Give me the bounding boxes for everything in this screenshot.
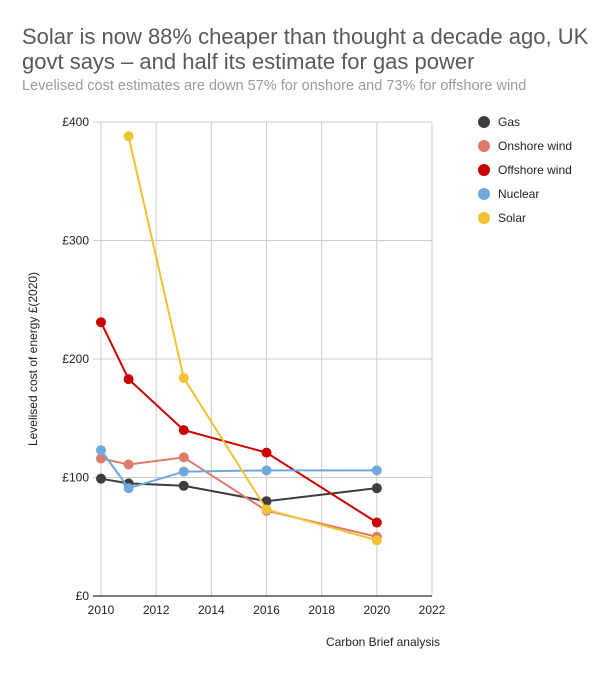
legend-item[interactable]: Solar: [478, 211, 526, 225]
data-point[interactable]: [371, 465, 382, 476]
data-point[interactable]: [123, 459, 134, 470]
data-point[interactable]: [371, 535, 382, 546]
data-point[interactable]: [371, 483, 382, 494]
x-tick-label: 2022: [419, 603, 446, 617]
data-point[interactable]: [178, 480, 189, 491]
y-tick-label: £300: [62, 234, 89, 248]
series-offshore-wind: [96, 317, 382, 528]
legend-label: Gas: [498, 115, 520, 129]
legend-marker: [478, 164, 490, 176]
y-tick-label: £100: [62, 471, 89, 485]
x-tick-label: 2016: [253, 603, 280, 617]
x-tick-label: 2010: [88, 603, 115, 617]
legend-label: Onshore wind: [498, 139, 572, 153]
data-point[interactable]: [96, 453, 106, 464]
data-point[interactable]: [178, 425, 189, 436]
legend-label: Solar: [498, 211, 526, 225]
y-tick-label: £400: [62, 115, 89, 129]
legend-marker: [478, 212, 490, 224]
legend-item[interactable]: Offshore wind: [478, 163, 572, 177]
series-line: [100, 449, 377, 490]
legend-item[interactable]: Gas: [478, 115, 520, 129]
legend-item[interactable]: Nuclear: [478, 187, 539, 201]
data-point[interactable]: [96, 445, 106, 456]
data-point[interactable]: [178, 466, 189, 477]
legend-marker: [478, 188, 490, 200]
gridlines: [93, 121, 433, 596]
legend: Gas Onshore wind Offshore wind Nuclear Solar: [478, 115, 572, 225]
data-point[interactable]: [261, 465, 272, 476]
legend-label: Offshore wind: [498, 163, 572, 177]
data-point[interactable]: [178, 372, 189, 383]
data-point[interactable]: [371, 517, 382, 528]
y-tick-label: £0: [76, 589, 90, 603]
series-solar: [123, 131, 382, 546]
data-point[interactable]: [123, 374, 134, 385]
data-point[interactable]: [96, 317, 106, 328]
x-tick-label: 2012: [143, 603, 170, 617]
legend-marker: [478, 140, 490, 152]
y-tick-label: £200: [62, 352, 89, 366]
chart-subtitle: Levelised cost estimates are down 57% fo…: [22, 78, 527, 94]
series-line: [100, 477, 377, 503]
data-point[interactable]: [123, 483, 134, 494]
x-tick-label: 2018: [308, 603, 335, 617]
series-line: [127, 135, 378, 542]
x-tick-label: 2014: [198, 603, 225, 617]
chart-title: Solar is now 88% cheaper than thought a …: [22, 24, 589, 74]
axes: 2010 2012 2014 2016 2018 2020 2022 £0 £100 £200 £3…: [62, 115, 445, 617]
legend-label: Nuclear: [498, 187, 539, 201]
series-group: [96, 131, 382, 546]
x-tick-label: 2020: [363, 603, 390, 617]
data-point[interactable]: [96, 473, 106, 484]
data-point[interactable]: [261, 504, 272, 515]
series-gas: [96, 473, 382, 507]
series-nuclear: [96, 445, 382, 494]
y-axis-label: Levelised cost of energy £(2020): [26, 272, 40, 446]
legend-item[interactable]: Onshore wind: [478, 139, 572, 153]
legend-marker: [478, 116, 490, 128]
data-point[interactable]: [178, 452, 189, 463]
data-point[interactable]: [261, 447, 272, 458]
data-point[interactable]: [123, 131, 134, 142]
source-note: Carbon Brief analysis: [326, 635, 440, 649]
